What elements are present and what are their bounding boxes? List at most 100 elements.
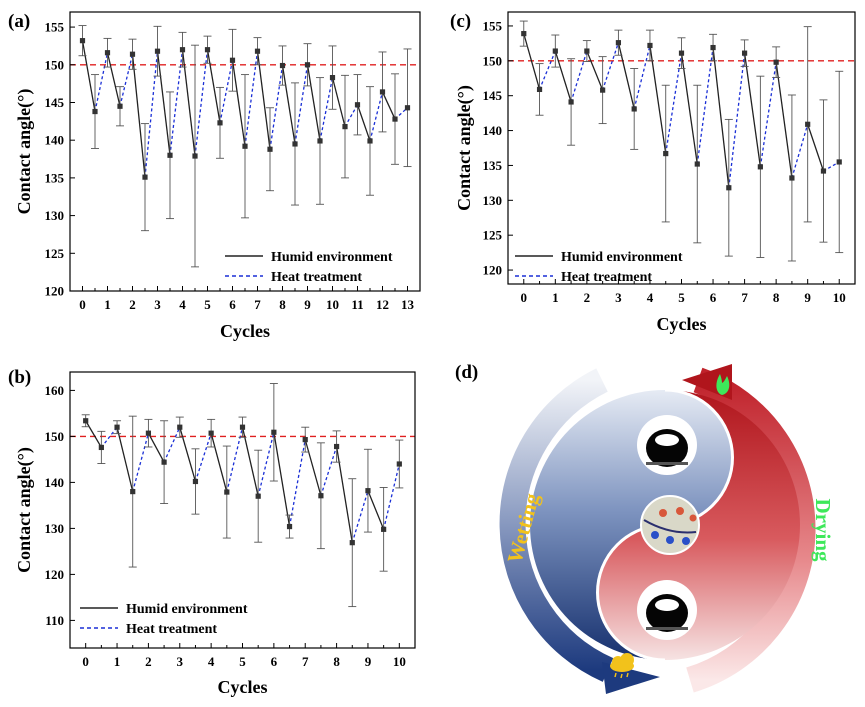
data-point [98, 444, 104, 451]
data-point [836, 159, 842, 165]
heat-treatment-segment [119, 54, 134, 107]
x-tick-label: 8 [279, 297, 286, 312]
x-tick-label: 6 [229, 297, 236, 312]
data-point [254, 48, 261, 54]
data-point [217, 120, 223, 126]
data-point [204, 47, 211, 53]
rain-cloud-icon [610, 653, 634, 679]
data-point [229, 57, 236, 63]
x-tick-label: 0 [79, 297, 86, 312]
data-point [255, 493, 261, 499]
heat-treatment-segment [169, 49, 184, 156]
heat-treatment-segment [759, 62, 777, 167]
sample-photo-icon [640, 495, 700, 555]
x-tick-label: 9 [804, 290, 811, 305]
panel-b-label: (b) [8, 367, 31, 388]
y-tick-label: 140 [483, 123, 503, 138]
data-point [145, 430, 152, 436]
wetting-arrow [499, 368, 614, 682]
x-tick-label: 13 [401, 297, 415, 312]
data-point [404, 105, 411, 111]
x-tick-label: 3 [615, 290, 622, 305]
humid-environment-segment [156, 51, 171, 156]
humid-environment-segment [106, 52, 121, 107]
x-tick-label: 5 [204, 297, 211, 312]
humid-environment-segment [81, 40, 96, 112]
data-point [79, 38, 86, 44]
y-tick-label: 140 [45, 475, 65, 490]
y-tick-label: 150 [45, 429, 65, 444]
heat-treatment-segment [602, 42, 620, 91]
data-point [615, 40, 622, 46]
x-tick-label: 9 [304, 297, 311, 312]
humid-environment-segment [85, 420, 102, 448]
data-point [333, 443, 340, 450]
data-point [130, 489, 136, 495]
humid-environment-segment [356, 104, 371, 142]
heat-treatment-segment [351, 490, 369, 543]
data-point [129, 51, 136, 57]
legend-humid-label: Humid environment [561, 250, 683, 265]
chart-panel-b: (b) 0 1 2 3 4 5 6 7 8 9 10 110 120 130 140 150 160 Cycles C… [8, 367, 416, 697]
data-point [726, 185, 732, 191]
data-point [329, 75, 336, 81]
y-tick-label: 150 [45, 57, 65, 72]
x-tick-label: 7 [302, 654, 309, 669]
y-tick-label: 125 [45, 246, 65, 261]
x-tick-label: 5 [678, 290, 685, 305]
heat-treatment-segment [244, 51, 259, 147]
data-point [302, 437, 308, 443]
leaf-icon [716, 374, 730, 395]
humid-environment-segment [179, 427, 197, 482]
y-tick-label: 120 [45, 284, 65, 299]
panel-d-label: (d) [455, 362, 478, 383]
legend-humid-label: Humid environment [126, 602, 248, 617]
data-point [678, 50, 685, 56]
humid-environment-segment [131, 54, 146, 178]
humid-environment-segment [807, 124, 825, 172]
y-tick-label: 130 [45, 521, 65, 536]
x-tick-label: 2 [584, 290, 591, 305]
x-tick-label: 0 [82, 654, 89, 669]
data-point [292, 141, 298, 147]
data-point [192, 153, 198, 159]
x-tick-label: 10 [833, 290, 846, 305]
y-tick-label: 120 [45, 567, 65, 582]
humid-environment-segment [331, 77, 346, 127]
x-tick-label: 10 [326, 297, 339, 312]
humid-environment-segment [181, 49, 196, 157]
heat-treatment-segment [383, 463, 400, 530]
panel-a-label: (a) [8, 11, 30, 32]
data-point [600, 87, 606, 93]
data-point [242, 143, 248, 149]
humid-environment-segment [775, 62, 793, 179]
panel-c-label: (c) [450, 11, 471, 32]
data-point [536, 86, 543, 93]
heat-treatment-segment [665, 53, 683, 154]
data-point [694, 161, 700, 167]
heat-treatment-segment [538, 50, 556, 90]
humid-environment-segment [523, 33, 541, 90]
data-point [224, 489, 230, 495]
x-tick-label: 7 [254, 297, 261, 312]
data-point [317, 138, 323, 144]
humid-environment-segment [680, 53, 698, 165]
data-point [392, 116, 398, 122]
data-point [179, 47, 186, 53]
data-point [789, 175, 795, 181]
humid-environment-segment [306, 64, 321, 142]
humid-environment-segment [231, 60, 246, 147]
x-tick-label: 4 [179, 297, 186, 312]
x-tick-label: 5 [239, 654, 246, 669]
humid-environment-segment [116, 427, 134, 492]
data-point [117, 103, 123, 109]
humid-environment-segment [712, 47, 730, 188]
heat-treatment-segment [144, 51, 159, 178]
x-tick-label: 8 [773, 290, 780, 305]
legend-heat-label: Heat treatment [561, 270, 652, 285]
x-tick-label: 1 [114, 654, 121, 669]
y-axis-title: Contact angle(°) [454, 85, 475, 211]
data-point [354, 102, 361, 108]
x-tick-label: 7 [741, 290, 748, 305]
y-tick-label: 125 [483, 228, 503, 243]
